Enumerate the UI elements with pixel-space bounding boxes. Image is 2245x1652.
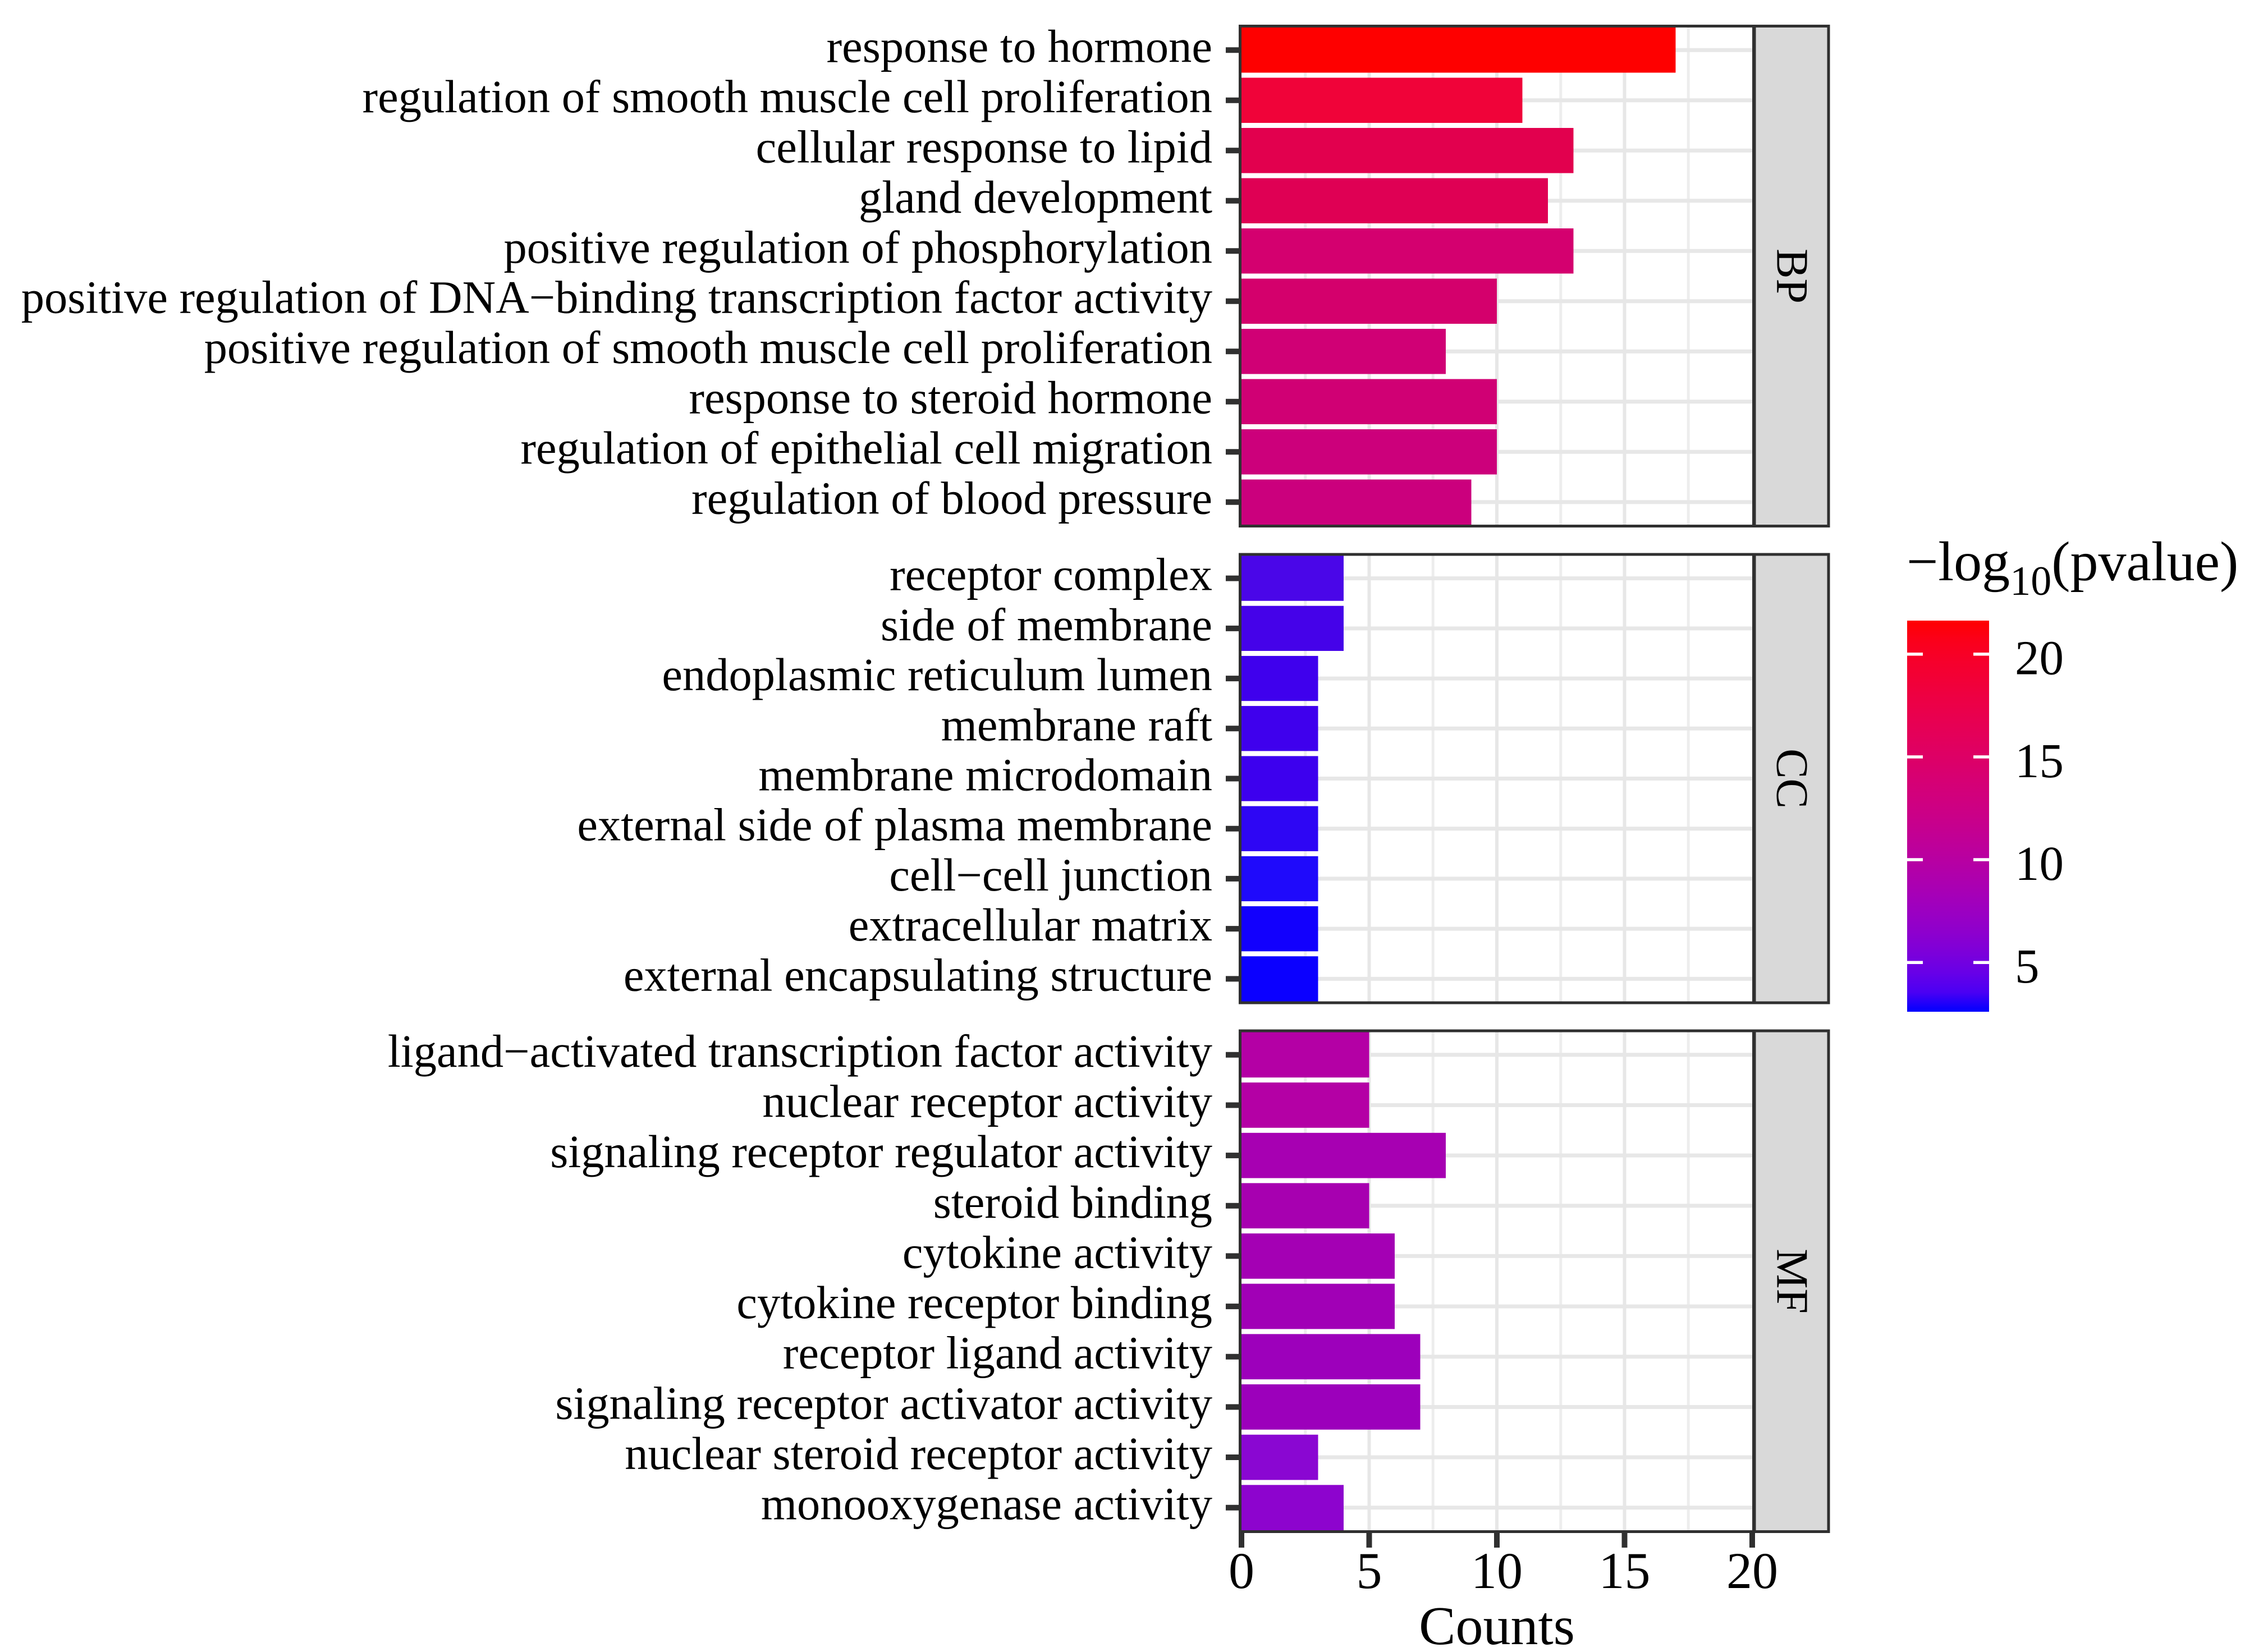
svg-text:receptor complex: receptor complex [890, 549, 1212, 600]
svg-text:10: 10 [2015, 836, 2064, 891]
svg-text:regulation of blood pressure: regulation of blood pressure [691, 472, 1212, 524]
svg-text:endoplasmic reticulum lumen: endoplasmic reticulum lumen [662, 649, 1212, 700]
svg-text:CC: CC [1767, 749, 1816, 809]
svg-text:response to hormone: response to hormone [827, 20, 1212, 72]
svg-text:5: 5 [1357, 1542, 1382, 1599]
svg-text:positive regulation of phospho: positive regulation of phosphorylation [503, 221, 1212, 273]
svg-text:MF: MF [1767, 1249, 1816, 1314]
svg-text:positive regulation of smooth: positive regulation of smooth muscle cel… [204, 322, 1212, 373]
svg-text:10: 10 [1471, 1542, 1523, 1599]
svg-text:cytokine receptor binding: cytokine receptor binding [736, 1277, 1212, 1328]
svg-text:side of membrane: side of membrane [881, 599, 1212, 650]
svg-text:receptor ligand activity: receptor ligand activity [783, 1327, 1212, 1379]
svg-text:5: 5 [2015, 939, 2040, 993]
svg-text:extracellular matrix: extracellular matrix [849, 899, 1212, 951]
svg-text:15: 15 [1599, 1542, 1651, 1599]
svg-text:0: 0 [1229, 1542, 1254, 1599]
svg-text:external encapsulating structu: external encapsulating structure [624, 949, 1212, 1001]
svg-text:response to steroid hormone: response to steroid hormone [689, 372, 1212, 424]
svg-text:20: 20 [2015, 631, 2064, 685]
svg-text:positive regulation of DNA−bin: positive regulation of DNA−binding trans… [21, 272, 1212, 323]
svg-text:nuclear steroid receptor activ: nuclear steroid receptor activity [625, 1428, 1212, 1479]
svg-text:regulation of epithelial cell: regulation of epithelial cell migration [520, 422, 1212, 474]
svg-text:external side of plasma membra: external side of plasma membrane [577, 799, 1212, 851]
svg-text:monooxygenase activity: monooxygenase activity [761, 1478, 1212, 1530]
svg-text:membrane raft: membrane raft [941, 699, 1212, 750]
svg-text:BP: BP [1767, 249, 1816, 304]
svg-text:regulation of smooth muscle ce: regulation of smooth muscle cell prolife… [363, 71, 1212, 122]
svg-text:steroid binding: steroid binding [933, 1176, 1212, 1228]
svg-text:20: 20 [1726, 1542, 1778, 1599]
svg-text:signaling receptor regulator a: signaling receptor regulator activity [550, 1126, 1212, 1177]
svg-text:Counts: Counts [1419, 1596, 1575, 1652]
svg-text:15: 15 [2015, 733, 2064, 788]
svg-text:membrane microdomain: membrane microdomain [758, 749, 1212, 801]
svg-text:gland development: gland development [859, 171, 1212, 223]
svg-text:nuclear receptor activity: nuclear receptor activity [762, 1076, 1212, 1127]
svg-text:cellular response to lipid: cellular response to lipid [756, 121, 1212, 172]
svg-text:signaling receptor activator a: signaling receptor activator activity [555, 1377, 1212, 1429]
svg-text:cytokine activity: cytokine activity [902, 1226, 1212, 1278]
svg-text:ligand−activated transcription: ligand−activated transcription factor ac… [388, 1025, 1212, 1077]
svg-text:−log10(pvalue): −log10(pvalue) [1907, 530, 2238, 604]
svg-text:cell−cell junction: cell−cell junction [889, 849, 1212, 901]
